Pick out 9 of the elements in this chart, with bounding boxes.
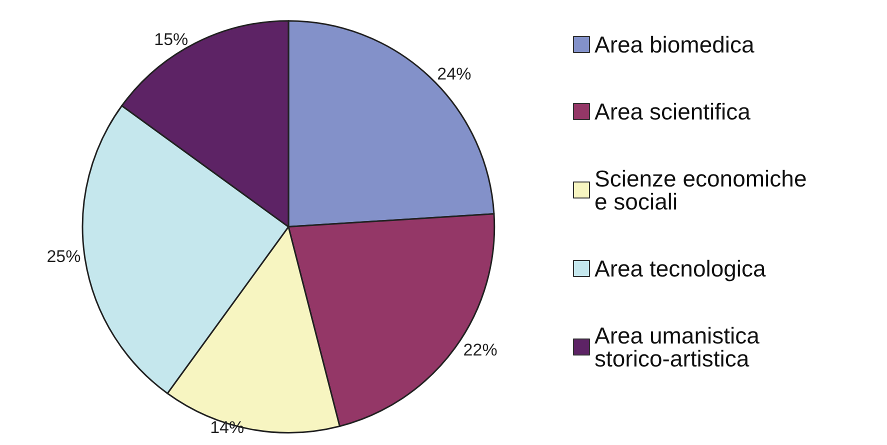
data-label: 24% xyxy=(437,64,472,84)
data-label: 22% xyxy=(463,340,498,360)
legend-label: Area umanistica storico-artistica xyxy=(594,322,766,372)
data-label: 25% xyxy=(46,247,81,266)
legend-label: Area biomedica xyxy=(594,32,755,58)
legend-label: Area scientifica xyxy=(594,98,751,124)
legend-label: Area tecnologica xyxy=(594,256,766,282)
data-label: 15% xyxy=(154,30,188,50)
legend-label: Scienze economiche e sociali xyxy=(594,166,814,214)
